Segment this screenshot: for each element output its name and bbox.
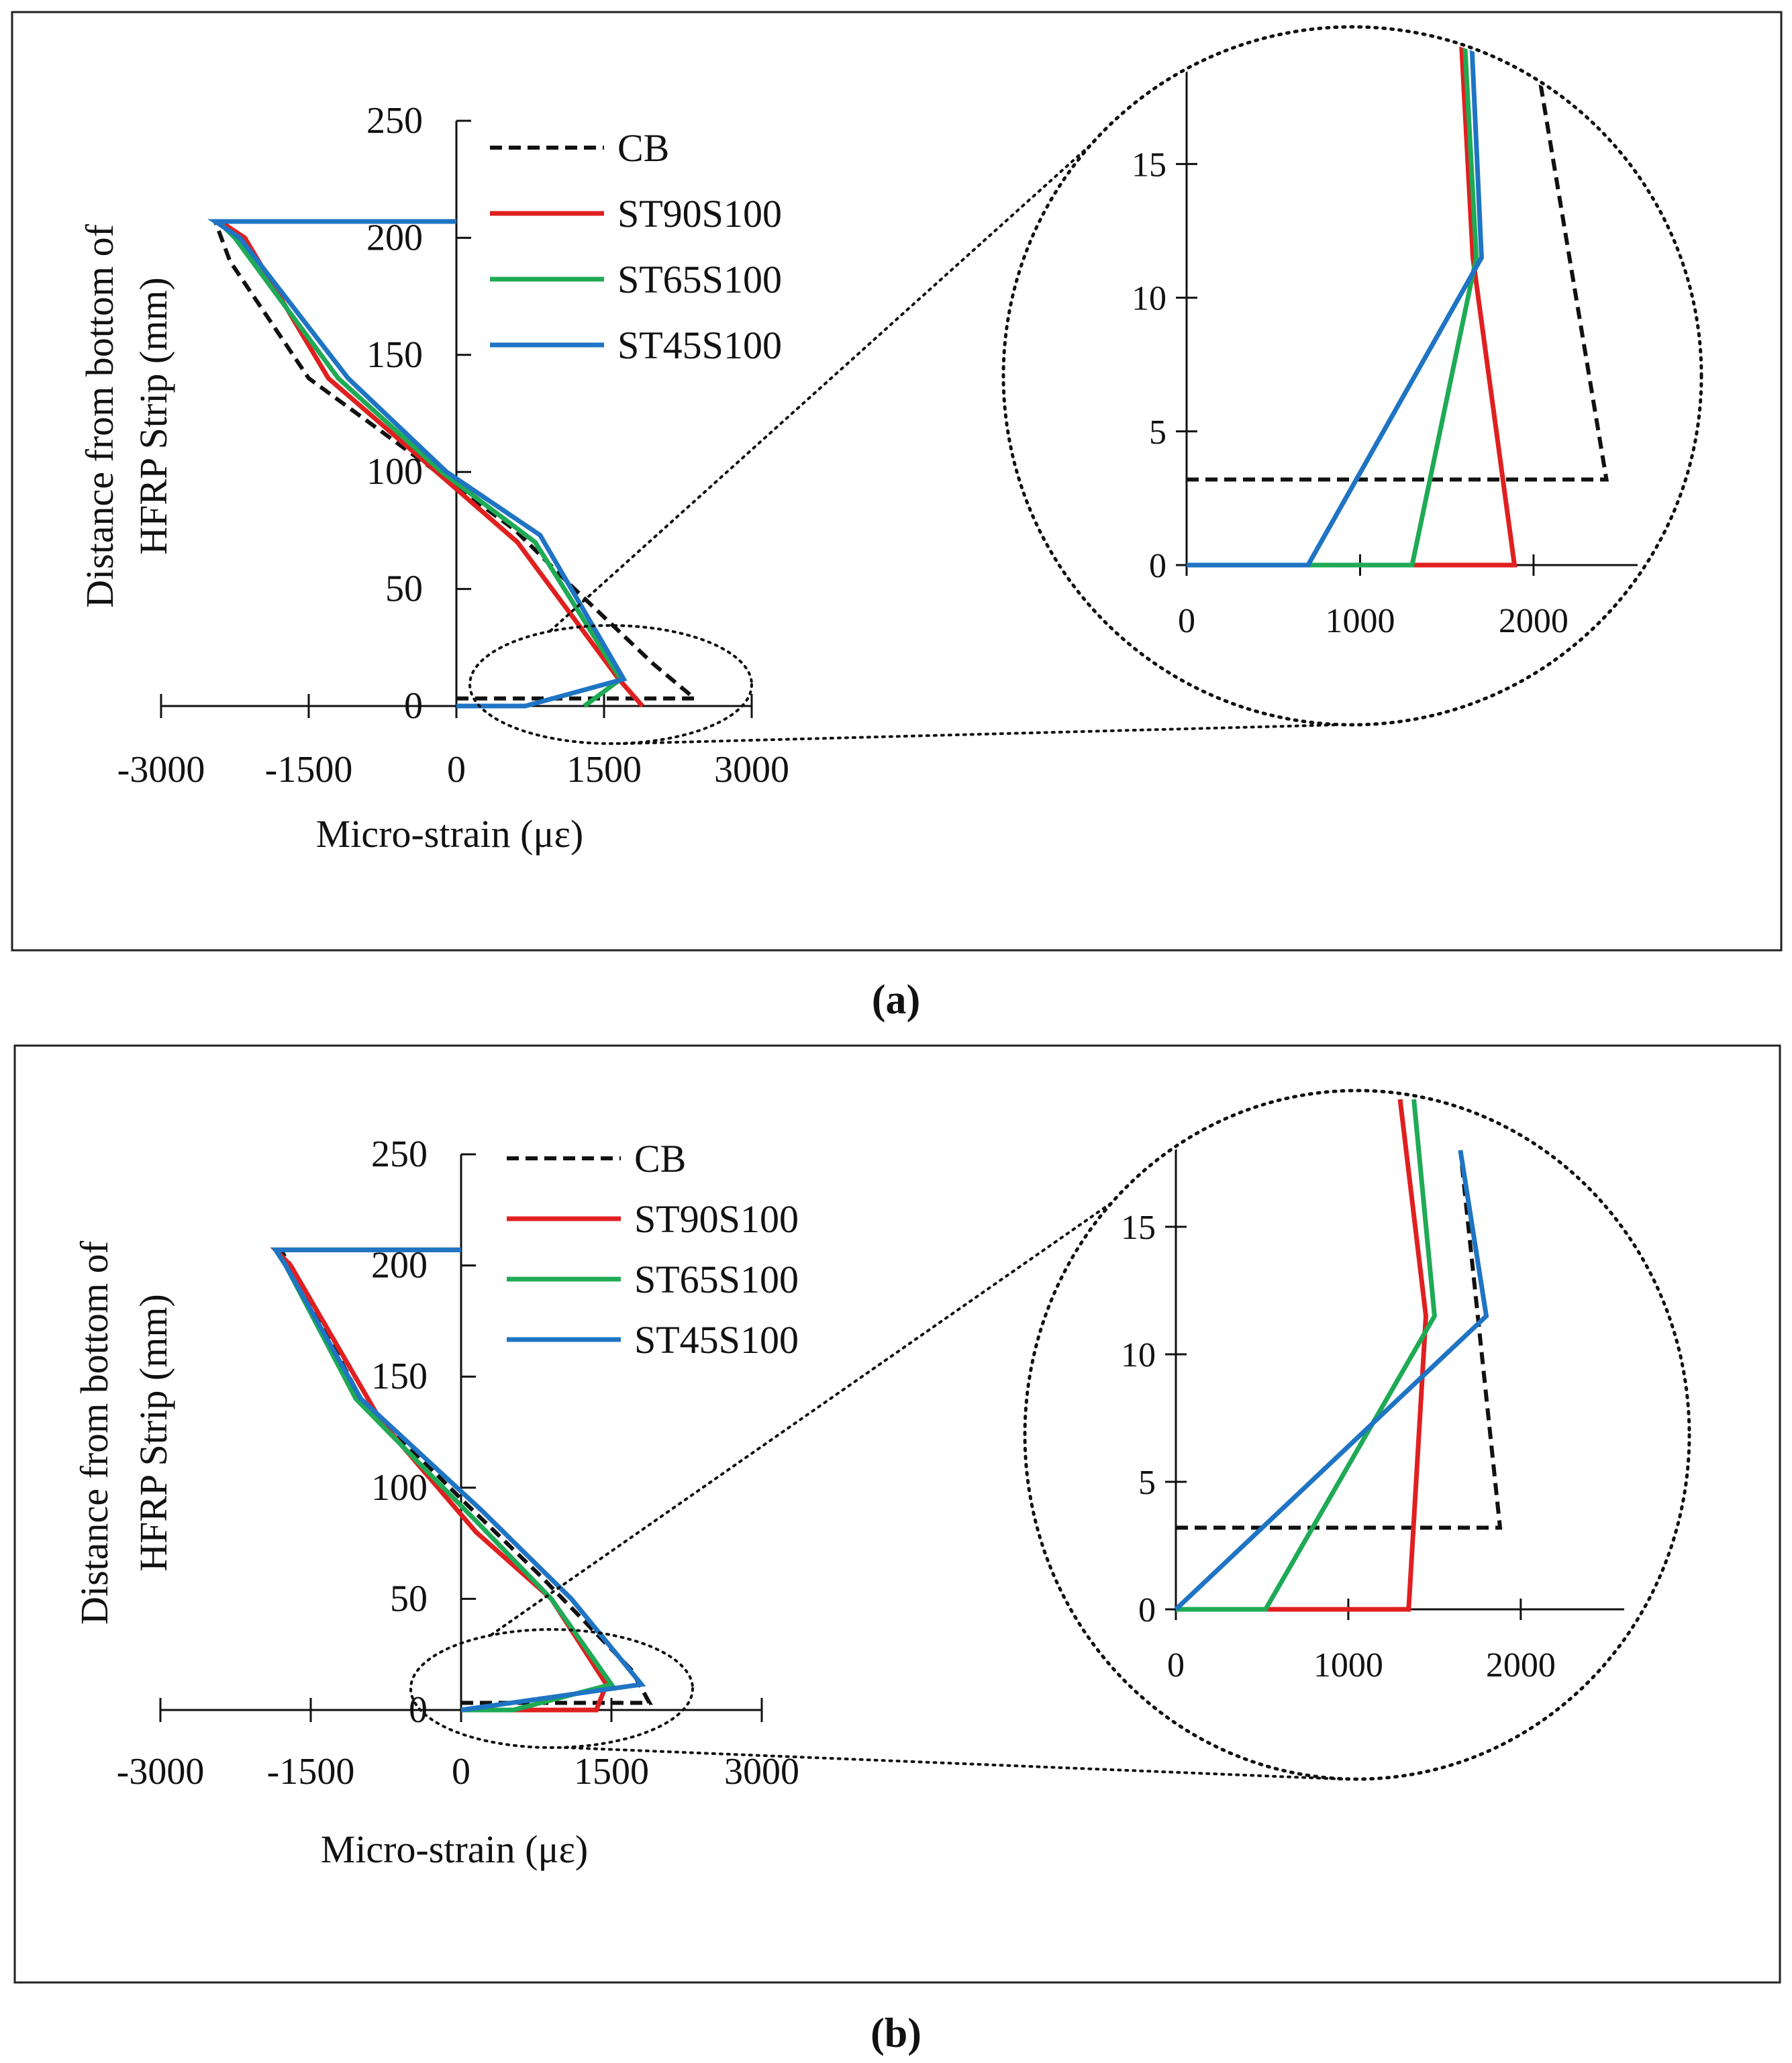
legend-label: ST45S100 (634, 1318, 799, 1362)
panel-frame (11, 11, 1783, 952)
inset-series-line-cb (1176, 1150, 1503, 1530)
zoom-connector-line (490, 1199, 1116, 1636)
x-axis-label: Micro-strain (με) (321, 1827, 589, 1871)
legend-label: ST65S100 (634, 1258, 799, 1301)
inset-x-tick-label: 1000 (1325, 602, 1395, 640)
x-tick-label: 3000 (714, 749, 789, 791)
inset-y-tick-label: 5 (1138, 1464, 1156, 1502)
panel-a: -3000 -1500 0 1500 3000050100150200250Micro-… (11, 11, 1783, 1023)
x-tick-label: -1500 (265, 749, 353, 791)
zoom-ellipse (409, 1628, 694, 1749)
legend-label: ST90S100 (634, 1197, 799, 1241)
inset-y-tick-label: 10 (1121, 1336, 1156, 1374)
y-tick-label: 0 (404, 685, 423, 727)
legend-label: ST45S100 (617, 323, 782, 367)
x-tick-label: 1500 (574, 1751, 649, 1793)
panel-caption: (a) (872, 977, 920, 1023)
inset-circle (1001, 25, 1703, 727)
y-tick-label: 100 (371, 1467, 428, 1509)
inset-x-tick-label: 2000 (1499, 602, 1569, 640)
legend-label: ST65S100 (617, 258, 782, 301)
inset-series-line-st45s100 (1187, 30, 1484, 568)
series-line-cb (277, 1248, 653, 1705)
inset-x-tick-label: 0 (1178, 602, 1195, 640)
zoom-connector (468, 137, 1340, 745)
inset-series-line-st90s100 (1176, 1099, 1429, 1612)
inset-series-line-st45s100 (1174, 1150, 1489, 1611)
inset-y-tick-label: 0 (1138, 1591, 1156, 1629)
inset-y-tick-label: 10 (1132, 280, 1166, 318)
inset-series-line-st65s100 (1176, 1099, 1437, 1612)
inset-x-tick-label: 1000 (1313, 1646, 1383, 1684)
zoom-ellipse (468, 624, 753, 745)
inset-series-line-cb (1187, 83, 1609, 482)
y-tick-label: 50 (390, 1578, 428, 1619)
inset-content (1176, 30, 1638, 576)
inset-series-line-st65s100 (1187, 30, 1479, 568)
y-tick-label: 250 (366, 100, 423, 142)
y-tick-label: 50 (385, 568, 423, 610)
y-tick-label: 200 (366, 217, 423, 258)
zoom-connector (409, 1199, 1345, 1780)
zoom-connector-line (623, 723, 1340, 745)
inset-chart: 0 1000 2000 0 5 10 15 (1001, 25, 1703, 727)
inset-chart: 0 1000 2000 0 5 10 15 (1023, 1089, 1691, 1781)
series-line-st45s100 (207, 219, 628, 709)
inset-y-tick-label: 0 (1149, 547, 1166, 585)
legend-label: ST90S100 (617, 192, 782, 236)
x-tick-label: -1500 (267, 1751, 355, 1793)
zoom-connector-line (564, 1746, 1345, 1780)
x-tick-label: -3000 (117, 1751, 205, 1793)
x-tick-label: -3000 (117, 749, 205, 791)
y-tick-label: 150 (366, 334, 423, 376)
series-line-cb (212, 219, 701, 701)
zoom-connector-line (549, 137, 1099, 632)
inset-x-tick-label: 2000 (1486, 1646, 1556, 1684)
panel-caption: (b) (870, 2011, 922, 2056)
inset-series-line-st90s100 (1187, 30, 1517, 568)
x-tick-label: 1500 (566, 749, 642, 791)
legend-label: CB (634, 1137, 686, 1180)
main-chart: -3000 -1500 0 1500 3000050100150200250Micro-… (72, 1134, 799, 1871)
y-axis-label: HFRP Strip (mm) (132, 277, 175, 555)
x-tick-label: 0 (452, 1751, 470, 1793)
x-axis-label: Micro-strain (με) (316, 812, 584, 856)
inset-content (1165, 1099, 1624, 1620)
main-chart: -3000 -1500 0 1500 3000 0 50 100 150 200 250 Micro-… (78, 100, 789, 856)
legend-label: CB (617, 126, 669, 170)
inset-y-tick-label: 15 (1121, 1209, 1156, 1247)
y-tick-label: 150 (371, 1356, 428, 1397)
panel-b: -3000 -1500 0 1500 3000050100150200250Micro-… (13, 1044, 1781, 2056)
y-axis-label: Distance from bottom of (78, 223, 121, 608)
x-tick-label: 0 (447, 749, 466, 791)
y-tick-label: 100 (366, 451, 423, 493)
y-axis-label: HFRP Strip (mm) (132, 1294, 175, 1572)
inset-circle (1023, 1089, 1691, 1781)
inset-x-tick-label: 0 (1167, 1646, 1185, 1684)
y-tick-label: 250 (371, 1134, 428, 1175)
series-line-st45s100 (271, 1247, 646, 1713)
inset-y-tick-label: 15 (1132, 146, 1166, 184)
panel-frame (13, 1044, 1781, 1984)
y-axis-label: Distance from bottom of (72, 1240, 116, 1625)
inset-y-tick-label: 5 (1149, 413, 1166, 452)
